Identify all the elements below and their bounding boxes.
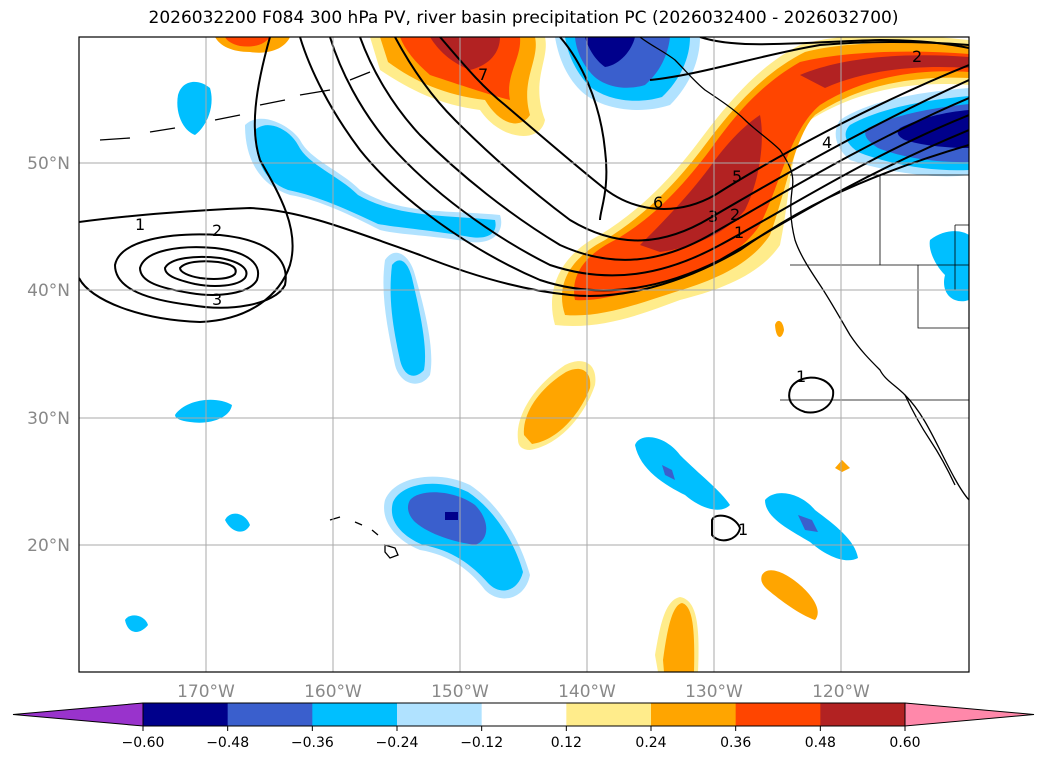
negative-anomaly-southeast-blue <box>798 515 818 532</box>
lon-label-150w: 150°W <box>431 682 489 702</box>
positive-anomaly-topleft-red <box>225 37 270 47</box>
gridlines <box>79 37 969 672</box>
colorbar-tick-label: −0.48 <box>206 735 249 751</box>
negative-anomaly-aleutian <box>177 81 212 135</box>
longitude-labels: 170°W 160°W 150°W 140°W 130°W 120°W <box>177 682 870 702</box>
colorbar-tick-label: 0.60 <box>889 735 920 751</box>
contour-labels: 1 2 3 7 6 5 3 2 1 4 2 1 1 <box>135 47 922 539</box>
negative-anomaly-small-2 <box>225 513 250 532</box>
colorbar: −0.60 −0.48 −0.36 −0.24 −0.12 0.12 0.24 0.36 0.4… <box>12 702 1035 751</box>
latitude-labels: 50°N 40°N 30°N 20°N <box>27 154 70 556</box>
lon-label-140w: 140°W <box>558 682 616 702</box>
negative-anomaly-central-east-blue <box>662 465 675 480</box>
lon-label-170w: 170°W <box>177 682 235 702</box>
negative-anomaly-west-1-cyan <box>255 125 496 238</box>
lat-label-40n: 40°N <box>27 281 70 301</box>
negative-anomaly-central-east <box>635 437 730 510</box>
colorbar-tick-label: 0.12 <box>551 735 582 751</box>
colorbar-segment <box>651 703 737 726</box>
positive-anomaly-center-orange <box>523 368 591 444</box>
contour-label-1: 1 <box>135 215 145 234</box>
lat-label-30n: 30°N <box>27 409 70 429</box>
chart-title: 2026032200 F084 300 hPa PV, river basin … <box>148 8 899 28</box>
negative-anomaly-hawaii-navy <box>445 512 458 520</box>
contour-jet-5 <box>439 37 969 210</box>
contour-label-6: 5 <box>732 167 742 186</box>
colorbar-tick-label: 0.24 <box>635 735 666 751</box>
contour-jet-1 <box>299 37 969 292</box>
negative-anomaly-small-1 <box>175 399 232 423</box>
baja-coast <box>904 394 956 486</box>
colorbar-tick-label: −0.36 <box>291 735 334 751</box>
lon-label-130w: 130°W <box>685 682 743 702</box>
colorbar-tick-label: −0.60 <box>122 735 165 751</box>
negative-anomaly-small-3 <box>125 615 148 632</box>
negative-anomaly-west-streak-cyan <box>390 260 426 376</box>
positive-anomaly-band-darkred <box>640 115 762 252</box>
colorbar-extend-low <box>12 702 144 727</box>
contour-label-3: 3 <box>212 290 222 309</box>
contour-label-2: 2 <box>212 221 222 240</box>
contour-tropic-small <box>711 514 742 542</box>
lat-label-20n: 20°N <box>27 536 70 556</box>
colorbar-tick-label: −0.12 <box>460 735 503 751</box>
contour-jet-3 <box>359 37 969 261</box>
contour-jet-2 <box>329 37 969 277</box>
pv-contours <box>79 37 969 542</box>
colorbar-segment <box>143 703 229 726</box>
contour-north-2 <box>649 40 969 81</box>
contour-label-8: 2 <box>730 205 740 224</box>
contour-2-west <box>79 37 294 324</box>
contour-label-12: 1 <box>796 367 806 386</box>
contour-label-5: 6 <box>653 193 663 212</box>
contour-jet-4 <box>394 37 969 242</box>
contour-label-9: 1 <box>734 223 744 242</box>
positive-anomaly-south-orange <box>663 603 695 672</box>
aleutian-islands <box>99 71 371 141</box>
coastlines <box>99 37 969 559</box>
contour-label-10: 4 <box>822 133 832 152</box>
map-frame <box>78 36 970 673</box>
colorbar-tick-label: −0.24 <box>376 735 419 751</box>
colorbar-segment <box>566 703 652 726</box>
positive-anomaly-small-coast <box>775 320 784 337</box>
colorbar-segment <box>312 703 398 726</box>
contour-low-2 <box>138 246 260 296</box>
contour-southeast-small <box>788 376 835 414</box>
colorbar-segment <box>820 703 906 726</box>
negative-anomaly-alaska-navy <box>585 37 635 67</box>
contour-trough <box>559 37 608 221</box>
colorbar-segment <box>397 703 483 726</box>
colorbar-outline <box>142 702 906 727</box>
colorbar-segment <box>227 703 313 726</box>
colorbar-tick-label: 0.36 <box>720 735 751 751</box>
hawaii-islands <box>329 516 399 559</box>
contour-label-13: 1 <box>738 520 748 539</box>
contour-label-11: 2 <box>912 47 922 66</box>
negative-anomaly-west-1 <box>245 118 502 243</box>
negative-anomaly-east-coast <box>929 231 969 302</box>
contour-label-4: 7 <box>478 65 488 84</box>
lon-label-120w: 120°W <box>812 682 870 702</box>
colorbar-segment <box>735 703 821 726</box>
colorbar-segment <box>481 703 567 726</box>
contour-low-1 <box>113 233 287 309</box>
positive-anomaly-ne-darkred <box>800 55 969 88</box>
contour-label-7: 3 <box>708 207 718 226</box>
lon-label-160w: 160°W <box>304 682 362 702</box>
contour-low-3 <box>163 255 248 287</box>
colorbar-extend-high <box>904 702 1035 727</box>
colorbar-tick-label: 0.48 <box>805 735 836 751</box>
positive-anomaly-small-mexico <box>835 460 850 472</box>
lat-label-50n: 50°N <box>27 154 70 174</box>
positive-anomaly-southeast-strip <box>761 570 818 620</box>
contour-low-4 <box>178 260 237 280</box>
